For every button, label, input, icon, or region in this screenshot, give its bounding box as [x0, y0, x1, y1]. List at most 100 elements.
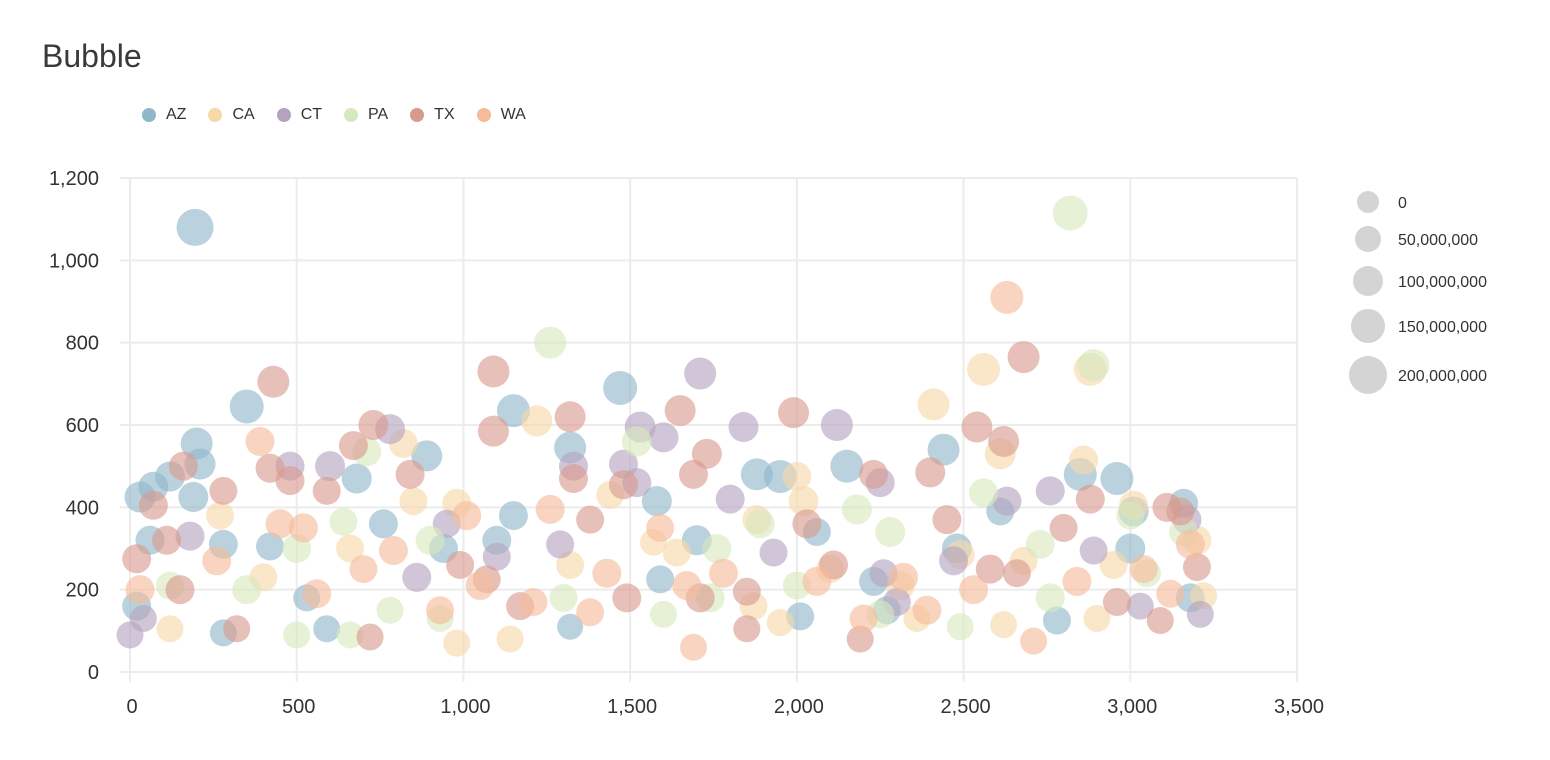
bubble-az[interactable]: [178, 482, 209, 513]
bubble-wa[interactable]: [349, 555, 378, 584]
bubble-wa[interactable]: [1156, 579, 1185, 608]
bubble-tx[interactable]: [612, 583, 642, 613]
bubble-wa[interactable]: [679, 633, 707, 661]
bubble-tx[interactable]: [209, 476, 238, 505]
bubble-ct[interactable]: [684, 357, 717, 390]
bubble-tx[interactable]: [395, 459, 425, 489]
bubble-ct[interactable]: [939, 546, 969, 576]
bubble-tx[interactable]: [1002, 559, 1031, 588]
bubble-pa[interactable]: [1025, 529, 1055, 559]
bubble-ca[interactable]: [399, 487, 428, 516]
bubble-az[interactable]: [927, 433, 960, 466]
bubble-tx[interactable]: [165, 575, 195, 605]
bubble-wa[interactable]: [889, 562, 919, 592]
bubble-ca[interactable]: [521, 405, 553, 437]
bubble-pa[interactable]: [329, 507, 358, 536]
bubble-az[interactable]: [830, 449, 864, 483]
bubble-wa[interactable]: [709, 558, 739, 588]
bubble-tx[interactable]: [961, 411, 993, 443]
bubble-wa[interactable]: [672, 571, 702, 601]
bubble-ct[interactable]: [1079, 536, 1108, 565]
bubble-wa[interactable]: [378, 536, 408, 566]
bubble-tx[interactable]: [1102, 588, 1131, 617]
bubble-ca[interactable]: [917, 388, 950, 421]
bubble-az[interactable]: [1100, 462, 1134, 496]
bubble-pa[interactable]: [549, 583, 578, 612]
legend-item-pa[interactable]: PA: [344, 106, 388, 124]
bubble-pa[interactable]: [534, 326, 567, 359]
bubble-tx[interactable]: [608, 470, 638, 500]
bubble-wa[interactable]: [202, 546, 232, 576]
bubble-ct[interactable]: [175, 521, 205, 551]
bubble-wa[interactable]: [990, 280, 1024, 314]
bubble-pa[interactable]: [649, 600, 677, 628]
bubble-wa[interactable]: [535, 494, 565, 524]
bubble-ct[interactable]: [992, 486, 1022, 516]
bubble-tx[interactable]: [792, 509, 822, 539]
bubble-tx[interactable]: [138, 490, 168, 520]
bubble-tx[interactable]: [446, 550, 475, 579]
bubble-tx[interactable]: [257, 365, 290, 398]
bubble-az[interactable]: [557, 613, 584, 640]
bubble-wa[interactable]: [245, 426, 275, 456]
bubble-ct[interactable]: [546, 530, 575, 559]
bubble-tx[interactable]: [1049, 513, 1078, 542]
bubble-pa[interactable]: [745, 509, 775, 539]
bubble-ct[interactable]: [1035, 476, 1065, 506]
bubble-wa[interactable]: [849, 604, 878, 633]
bubble-tx[interactable]: [554, 401, 586, 433]
bubble-pa[interactable]: [376, 596, 404, 624]
bubble-wa[interactable]: [959, 575, 989, 605]
bubble-tx[interactable]: [1166, 497, 1195, 526]
legend-item-wa[interactable]: WA: [476, 106, 526, 124]
bubble-ct[interactable]: [315, 451, 346, 482]
bubble-ct[interactable]: [715, 484, 745, 514]
bubble-pa[interactable]: [232, 575, 262, 605]
bubble-tx[interactable]: [358, 410, 389, 440]
bubble-ca[interactable]: [1099, 550, 1128, 579]
bubble-ct[interactable]: [1126, 592, 1154, 620]
bubble-tx[interactable]: [846, 625, 874, 653]
bubble-ca[interactable]: [788, 486, 819, 517]
bubble-tx[interactable]: [122, 544, 152, 574]
bubble-ca[interactable]: [336, 534, 365, 563]
bubble-az[interactable]: [740, 458, 773, 491]
bubble-tx[interactable]: [1182, 553, 1211, 582]
bubble-wa[interactable]: [302, 579, 332, 609]
bubble-pa[interactable]: [1116, 501, 1145, 530]
bubble-ca[interactable]: [496, 625, 524, 653]
legend-item-az[interactable]: AZ: [142, 106, 186, 124]
bubble-pa[interactable]: [875, 517, 906, 548]
bubble-tx[interactable]: [915, 457, 946, 488]
bubble-tx[interactable]: [312, 476, 341, 505]
bubble-wa[interactable]: [802, 566, 832, 596]
bubble-ca[interactable]: [990, 611, 1018, 639]
bubble-ca[interactable]: [782, 461, 812, 491]
bubble-wa[interactable]: [1020, 627, 1048, 655]
bubble-tx[interactable]: [558, 464, 588, 494]
bubble-tx[interactable]: [338, 431, 368, 461]
bubble-ca[interactable]: [1069, 445, 1099, 475]
bubble-tx[interactable]: [477, 415, 509, 447]
bubble-az[interactable]: [176, 208, 214, 246]
bubble-ct[interactable]: [482, 542, 511, 571]
bubble-wa[interactable]: [576, 598, 605, 627]
bubble-wa[interactable]: [125, 575, 155, 605]
bubble-tx[interactable]: [975, 554, 1005, 584]
bubble-ca[interactable]: [1083, 604, 1111, 632]
bubble-az[interactable]: [1042, 606, 1071, 635]
bubble-az[interactable]: [603, 370, 638, 405]
bubble-ca[interactable]: [156, 615, 184, 643]
bubble-wa[interactable]: [1062, 566, 1092, 596]
legend-item-ct[interactable]: CT: [276, 106, 322, 124]
bubble-az[interactable]: [341, 463, 372, 494]
bubble-ca[interactable]: [766, 609, 794, 637]
bubble-tx[interactable]: [576, 505, 605, 534]
bubble-pa[interactable]: [1035, 583, 1065, 613]
bubble-tx[interactable]: [732, 577, 761, 606]
bubble-pa[interactable]: [1052, 195, 1088, 231]
bubble-pa[interactable]: [702, 534, 732, 563]
bubble-wa[interactable]: [465, 571, 495, 601]
bubble-pa[interactable]: [969, 478, 999, 508]
bubble-wa[interactable]: [519, 588, 548, 617]
